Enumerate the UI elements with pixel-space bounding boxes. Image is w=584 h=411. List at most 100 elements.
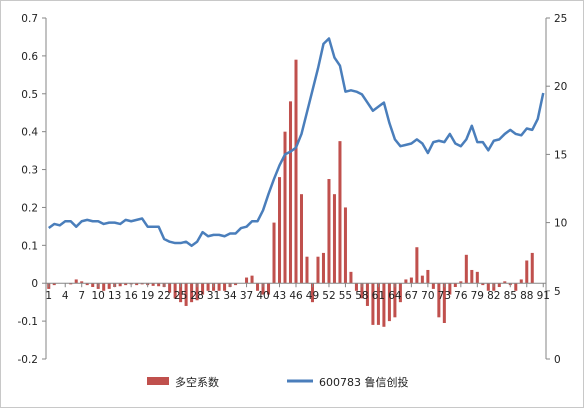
legend: 多空系数 600783 鲁信创投 <box>147 375 409 389</box>
x-tick-label: 73 <box>438 290 451 302</box>
right-axis-ticks: 0 5 10 15 20 25 <box>546 13 567 366</box>
bar <box>85 283 89 286</box>
right-tick-label: 15 <box>554 149 567 161</box>
x-tick-label: 19 <box>141 290 154 302</box>
x-tick-label: 31 <box>207 290 220 302</box>
x-tick-label: 37 <box>240 290 253 302</box>
bar <box>316 256 320 284</box>
bar <box>349 271 353 284</box>
bar <box>420 275 424 284</box>
bar <box>278 177 282 284</box>
bar <box>365 283 369 306</box>
bar <box>118 283 122 287</box>
x-tick-label: 67 <box>405 290 418 302</box>
bar <box>448 283 452 295</box>
left-axis-ticks: -0.2 -0.1 0 0.1 0.2 0.3 0.4 0.5 0.6 0.7 <box>18 13 46 366</box>
bar <box>475 271 479 284</box>
bar <box>464 254 468 284</box>
bar <box>327 179 331 284</box>
legend-label-line: 600783 鲁信创投 <box>319 375 409 389</box>
bar <box>294 59 298 284</box>
bar <box>223 283 227 291</box>
bar <box>338 141 342 284</box>
legend-swatch-bar <box>147 377 169 385</box>
x-tick-label: 25 <box>174 290 187 302</box>
bar <box>124 283 128 286</box>
legend-label-bar: 多空系数 <box>175 375 219 389</box>
bar <box>459 281 463 284</box>
bar <box>267 283 271 295</box>
bar-series <box>47 59 534 327</box>
x-tick-label: 49 <box>306 290 319 302</box>
bar <box>256 283 260 291</box>
left-tick-label: 0.2 <box>21 202 38 214</box>
x-tick-label: 10 <box>92 290 105 302</box>
bar <box>382 283 386 327</box>
bar <box>481 283 485 286</box>
x-tick-label: 22 <box>157 290 170 302</box>
x-tick-label: 43 <box>273 290 286 302</box>
line-series <box>48 37 545 248</box>
bar <box>321 252 325 284</box>
bar <box>398 283 402 303</box>
x-tick-label: 16 <box>124 290 138 302</box>
bar <box>525 260 529 284</box>
bar <box>305 256 309 284</box>
x-tick-label: 70 <box>421 290 434 302</box>
x-tick-label: 7 <box>78 290 85 302</box>
x-tick-label: 61 <box>372 290 385 302</box>
x-axis-ticks: 1 4 7 10 13 16 19 22 25 28 31 34 37 40 43 46 49 52 55 58 61 6… <box>45 283 550 302</box>
bar <box>69 283 73 285</box>
bar <box>206 283 210 291</box>
bar <box>360 283 364 299</box>
bar <box>217 283 221 291</box>
bar <box>530 252 534 284</box>
bar <box>151 283 155 286</box>
bar <box>140 283 144 285</box>
x-tick-label: 91 <box>537 290 550 302</box>
bar <box>91 283 95 288</box>
left-tick-label: 0.6 <box>21 51 38 63</box>
bar <box>299 194 303 284</box>
right-tick-label: 5 <box>554 286 561 298</box>
bar <box>245 277 249 284</box>
x-tick-label: 55 <box>339 290 352 302</box>
bar <box>234 283 238 286</box>
bar <box>486 283 490 291</box>
bar <box>173 283 177 299</box>
left-tick-label: 0.3 <box>21 165 38 177</box>
bar <box>102 283 106 291</box>
left-tick-label: 0.4 <box>21 127 38 139</box>
bar <box>415 247 419 284</box>
right-tick-label: 0 <box>554 354 561 366</box>
bar <box>310 283 314 303</box>
bar <box>190 283 194 303</box>
x-tick-label: 82 <box>487 290 500 302</box>
x-tick-label: 88 <box>520 290 533 302</box>
bar <box>261 283 265 295</box>
bar <box>426 269 430 284</box>
bar <box>343 207 347 284</box>
bar <box>519 279 523 284</box>
bar <box>195 283 199 301</box>
bar <box>503 281 507 284</box>
left-tick-label: 0.5 <box>21 89 38 101</box>
bar <box>107 283 111 289</box>
bar <box>179 283 183 303</box>
right-tick-label: 20 <box>554 81 567 93</box>
bar <box>80 281 84 284</box>
bar <box>201 283 205 295</box>
x-tick-label: 1 <box>45 290 52 302</box>
bar <box>272 222 276 284</box>
bar <box>250 275 254 284</box>
bar <box>52 283 56 286</box>
bar <box>157 283 161 287</box>
left-tick-label: 0.1 <box>21 240 38 252</box>
x-tick-label: 76 <box>454 290 468 302</box>
bar <box>74 279 78 284</box>
x-tick-label: 13 <box>108 290 121 302</box>
bar <box>453 283 457 288</box>
bar <box>387 283 391 322</box>
